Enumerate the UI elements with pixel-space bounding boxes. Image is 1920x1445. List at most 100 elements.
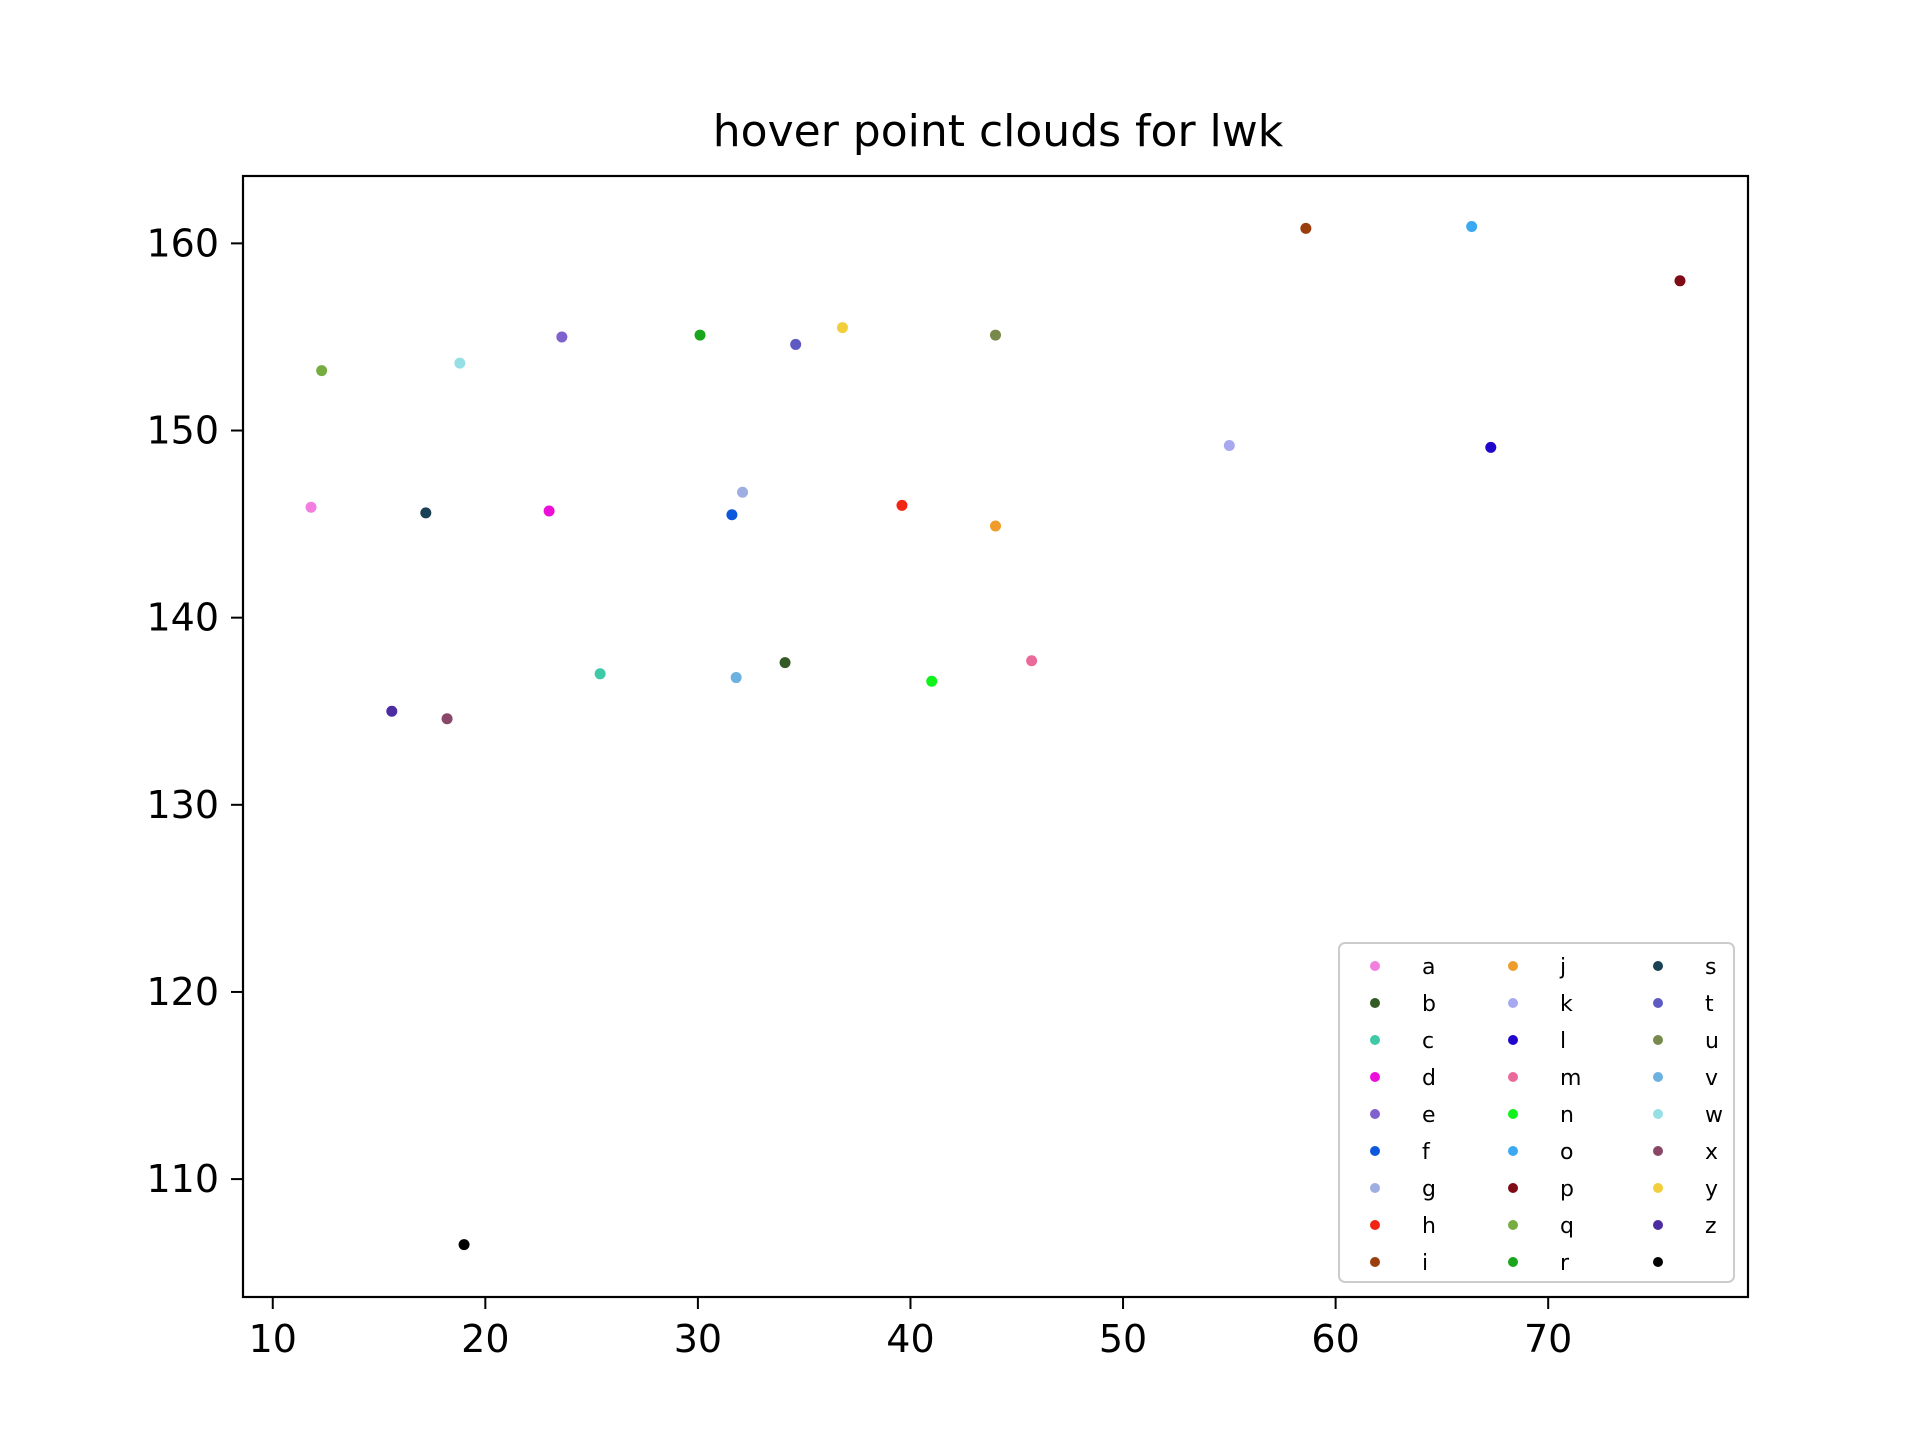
data-point-c	[594, 668, 606, 680]
legend-marker-u	[1653, 1035, 1663, 1045]
data-point-e	[556, 331, 568, 343]
legend-marker-s	[1653, 961, 1663, 971]
legend-label: k	[1560, 992, 1573, 1017]
legend-label: d	[1422, 1066, 1436, 1091]
legend-label: f	[1422, 1140, 1431, 1165]
data-point-y	[836, 322, 848, 334]
legend-label: p	[1560, 1177, 1574, 1202]
legend-marker-v	[1653, 1072, 1663, 1082]
data-point-s	[420, 507, 432, 519]
x-tick-label: 10	[249, 1317, 297, 1361]
data-point-b	[779, 657, 791, 669]
legend-box	[1338, 942, 1735, 1283]
legend-marker-i	[1370, 1257, 1380, 1267]
legend-label: b	[1422, 992, 1436, 1017]
legend-label: u	[1705, 1029, 1719, 1054]
legend-label: h	[1422, 1214, 1436, 1239]
data-point-i	[1300, 222, 1312, 234]
data-point-k	[1223, 439, 1235, 451]
legend-label: g	[1422, 1177, 1436, 1202]
data-point-m	[1026, 655, 1038, 667]
x-tick-label: 70	[1524, 1317, 1572, 1361]
legend-label: x	[1705, 1140, 1718, 1165]
legend-label: v	[1705, 1066, 1718, 1091]
y-tick-label: 160	[146, 221, 219, 265]
legend-label: q	[1560, 1214, 1574, 1239]
data-point-x	[441, 713, 453, 725]
legend-marker-k	[1508, 998, 1518, 1008]
plot-frame	[241, 174, 1750, 1299]
legend-label: c	[1422, 1029, 1434, 1054]
legend-marker-x	[1653, 1146, 1663, 1156]
y-tick-label: 130	[146, 783, 219, 827]
legend-marker-g	[1370, 1183, 1380, 1193]
plot-area	[305, 221, 1686, 1251]
legend-label: i	[1422, 1251, 1428, 1276]
data-point-w	[454, 357, 466, 369]
legend-marker-r	[1508, 1257, 1518, 1267]
legend-label: s	[1705, 955, 1716, 980]
legend-marker-c	[1370, 1035, 1380, 1045]
x-tick-label: 40	[886, 1317, 934, 1361]
x-tick-label: 60	[1311, 1317, 1359, 1361]
x-tick-label: 20	[461, 1317, 509, 1361]
data-point-g	[737, 486, 749, 498]
legend-marker-d	[1370, 1072, 1380, 1082]
legend-marker-n	[1508, 1109, 1518, 1119]
data-point-n	[926, 675, 938, 687]
axes: 10 20 30 40 50 60 70 110 120 130 140 150 160	[146, 221, 1572, 1361]
legend-marker-unlabeled	[1653, 1257, 1663, 1267]
legend-marker-z	[1653, 1220, 1663, 1230]
legend-label: e	[1422, 1103, 1436, 1128]
legend-label: z	[1705, 1214, 1717, 1239]
legend-marker-a	[1370, 961, 1380, 971]
legend-marker-h	[1370, 1220, 1380, 1230]
legend-label: a	[1422, 955, 1435, 980]
y-tick-label: 110	[146, 1157, 219, 1201]
data-point-a	[305, 501, 317, 513]
legend-marker-b	[1370, 998, 1380, 1008]
data-point-unlabeled	[458, 1239, 470, 1251]
data-point-u	[990, 329, 1001, 341]
legend-label: r	[1560, 1251, 1570, 1276]
legend-marker-t	[1653, 998, 1663, 1008]
data-point-r	[694, 329, 706, 341]
legend-marker-j	[1508, 961, 1518, 971]
legend-marker-e	[1370, 1109, 1380, 1119]
x-tick-label: 30	[674, 1317, 722, 1361]
legend-marker-w	[1653, 1109, 1663, 1119]
legend-label: y	[1705, 1177, 1718, 1202]
data-point-z	[386, 705, 398, 717]
x-tick-label: 50	[1099, 1317, 1147, 1361]
y-tick-label: 150	[146, 409, 219, 453]
data-point-l	[1485, 441, 1497, 453]
legend-marker-l	[1508, 1035, 1518, 1045]
legend-label: j	[1559, 955, 1566, 980]
legend-marker-q	[1508, 1220, 1518, 1230]
legend-marker-p	[1508, 1183, 1518, 1193]
data-point-p	[1674, 275, 1686, 287]
legend-marker-f	[1370, 1146, 1380, 1156]
legend-label: l	[1560, 1029, 1566, 1054]
chart-title: hover point clouds for lwk	[713, 106, 1284, 157]
data-point-j	[990, 520, 1001, 532]
data-point-h	[896, 499, 908, 511]
data-point-q	[316, 365, 328, 377]
y-tick-label: 120	[146, 970, 219, 1014]
legend-marker-m	[1508, 1072, 1518, 1082]
data-point-t	[790, 338, 802, 350]
legend-label: n	[1560, 1103, 1574, 1128]
legend-label: o	[1560, 1140, 1573, 1165]
legend-marker-y	[1653, 1183, 1663, 1193]
legend-label: t	[1705, 992, 1714, 1017]
legend-label: w	[1705, 1103, 1723, 1128]
data-point-d	[543, 505, 555, 517]
legend-marker-o	[1508, 1146, 1518, 1156]
y-tick-label: 140	[146, 596, 219, 640]
data-point-f	[726, 509, 738, 521]
data-point-o	[1466, 221, 1478, 233]
data-point-v	[730, 672, 742, 684]
legend-label: m	[1560, 1066, 1581, 1091]
